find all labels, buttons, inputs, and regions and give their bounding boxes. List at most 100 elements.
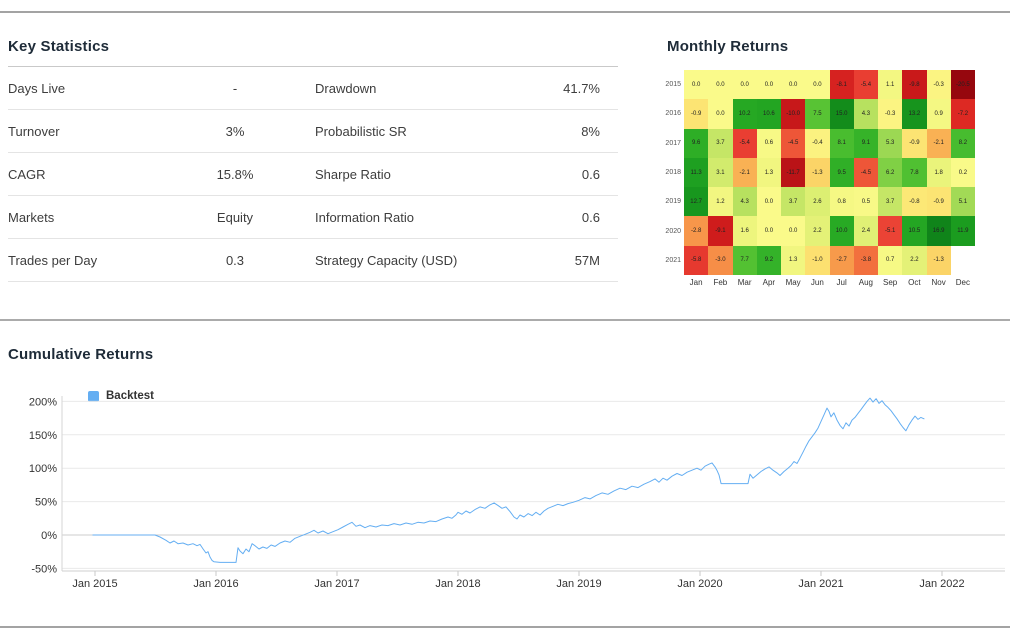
heatmap-month-axis: Jan Feb Mar Apr May Jun Jul Aug Sep Oct Nov Dec	[665, 278, 975, 287]
stat-value: -	[232, 80, 238, 96]
heatmap-cell: 9.5	[829, 157, 854, 188]
divider-bottom	[0, 626, 1010, 628]
heatmap-cell: 1.8	[926, 157, 951, 188]
heatmap-cell: -4.5	[853, 157, 878, 188]
heatmap-row: 2015 0.0 0.0 0.0 0.0 0.0 0.0 -8.1 -5.4 1.1 -9.8 -0.…	[665, 70, 975, 100]
heatmap-cell: 3.7	[878, 187, 903, 217]
heatmap-cell: -10.0	[781, 99, 806, 129]
heatmap-cell: -2.1	[732, 157, 757, 188]
heatmap-cell: -2.1	[926, 128, 951, 158]
heatmap-year-label: 2021	[665, 256, 681, 264]
heatmap-cell: 3.1	[708, 157, 733, 188]
heatmap-cell: -11.7	[781, 157, 806, 188]
heatmap-cell: -5.1	[878, 216, 903, 246]
stat-row: Trades per Day 0.3 Strategy Capacity (US…	[8, 239, 618, 282]
chart-legend[interactable]: Backtest	[88, 390, 154, 402]
backtest-legend-label: Backtest	[106, 390, 154, 402]
stat-label: Information Ratio	[315, 209, 414, 225]
heatmap-cell: -2.8	[684, 216, 709, 246]
heatmap-cell: -0.9	[926, 187, 951, 217]
x-tick-label: Jan 2015	[72, 578, 117, 590]
heatmap-cell: 7.7	[732, 245, 757, 276]
heatmap-cell: -5.8	[684, 245, 709, 276]
stat-row: Turnover 3% Probabilistic SR 8%	[8, 110, 618, 153]
heatmap-cell: 0.6	[756, 128, 781, 158]
heatmap-axis-spacer	[665, 278, 684, 287]
heatmap-cell: 4.3	[853, 99, 878, 129]
x-tick-label: Jan 2016	[193, 578, 238, 590]
heatmap-month-label: Mar	[737, 278, 752, 288]
monthly-returns-section: Monthly Returns 2015 0.0 0.0 0.0 0.0 0.0 0.0 -8…	[665, 38, 975, 287]
heatmap-month-label: Nov	[931, 278, 946, 288]
y-tick-label: 50%	[35, 497, 57, 509]
heatmap-cell: 7.8	[902, 157, 927, 188]
cumulative-returns-chart: 200% 150% 100% 50% 0% -50% Jan 2015 Jan 2016 Jan…	[29, 396, 1005, 590]
stat-row: Days Live - Drawdown 41.7%	[8, 67, 618, 110]
backtest-series-line	[92, 397, 925, 563]
heatmap-cell: 15.0	[829, 99, 854, 129]
stat-label: Probabilistic SR	[315, 123, 407, 139]
heatmap-month-label: Jun	[810, 278, 824, 288]
heatmap-month-label: Apr	[762, 278, 776, 288]
heatmap-month-label: Feb	[713, 278, 728, 288]
heatmap-cell: 0.0	[708, 99, 733, 129]
heatmap-year-label: 2018	[665, 169, 681, 177]
stat-value: 0.6	[581, 166, 600, 182]
heatmap-cell: 2.2	[902, 245, 927, 276]
heatmap-cell: -0.4	[805, 128, 830, 158]
heatmap-cell: -1.3	[805, 157, 830, 188]
heatmap-cell: 9.6	[684, 128, 709, 158]
heatmap-cell: 0.0	[781, 70, 806, 100]
stat-value: 57M	[574, 252, 600, 268]
heatmap-year-label: 2017	[665, 139, 681, 147]
divider-top	[0, 11, 1010, 13]
monthly-returns-title: Monthly Returns	[667, 38, 789, 55]
heatmap-cell: -0.9	[684, 99, 709, 129]
heatmap-cell: -2.7	[829, 245, 854, 276]
heatmap-cell: 1.6	[732, 216, 757, 246]
heatmap-cell: 12.7	[684, 187, 709, 217]
heatmap-cell: -3.0	[708, 245, 733, 276]
heatmap-cell: 3.7	[708, 128, 733, 158]
heatmap-cell: -5.4	[853, 70, 878, 100]
heatmap-cell: 0.8	[829, 187, 854, 217]
heatmap-cell	[950, 245, 975, 276]
key-statistics-section: Key Statistics Days Live - Drawdown 41.7…	[8, 38, 618, 282]
stat-label: Drawdown	[315, 80, 377, 96]
stat-row: CAGR 15.8% Sharpe Ratio 0.6	[8, 153, 618, 196]
stat-value: 8%	[581, 123, 600, 139]
stat-value: 0.6	[581, 209, 600, 225]
x-tick-label: Jan 2019	[556, 578, 601, 590]
heatmap-year-label: 2019	[665, 198, 681, 206]
heatmap-month-label: Sep	[883, 278, 898, 288]
x-tick-label: Jan 2017	[314, 578, 359, 590]
heatmap-cell: 0.0	[756, 216, 781, 246]
heatmap-cell: 16.9	[926, 216, 951, 246]
heatmap-cell: -1.0	[805, 245, 830, 276]
heatmap-cell: 8.1	[829, 128, 854, 158]
heatmap-cell: 2.2	[805, 216, 830, 246]
y-tick-label: 200%	[29, 396, 57, 408]
stat-label: Turnover	[8, 123, 60, 139]
heatmap-cell: -9.8	[902, 70, 927, 100]
heatmap-cell: 10.2	[732, 99, 757, 129]
heatmap-cell: 0.9	[926, 99, 951, 129]
stat-value: 41.7%	[563, 80, 600, 96]
heatmap-cell: 2.6	[805, 187, 830, 217]
y-tick-label: 150%	[29, 430, 57, 442]
y-tick-label: -50%	[31, 563, 57, 575]
divider-middle	[0, 319, 1010, 321]
heatmap-cell: -5.4	[732, 128, 757, 158]
stat-label: Strategy Capacity (USD)	[315, 252, 458, 268]
heatmap-cell: 11.3	[684, 157, 709, 188]
stat-label: Trades per Day	[8, 252, 98, 268]
heatmap-month-label: May	[785, 278, 801, 288]
heatmap-cell: -0.9	[902, 128, 927, 158]
heatmap-cell: -9.1	[708, 216, 733, 246]
stat-value: 0.3	[225, 252, 245, 268]
heatmap-month-label: Jan	[689, 278, 703, 288]
heatmap-cell: 0.5	[853, 187, 878, 217]
stat-value: 15.8%	[216, 166, 254, 182]
heatmap-month-label: Aug	[858, 278, 873, 288]
